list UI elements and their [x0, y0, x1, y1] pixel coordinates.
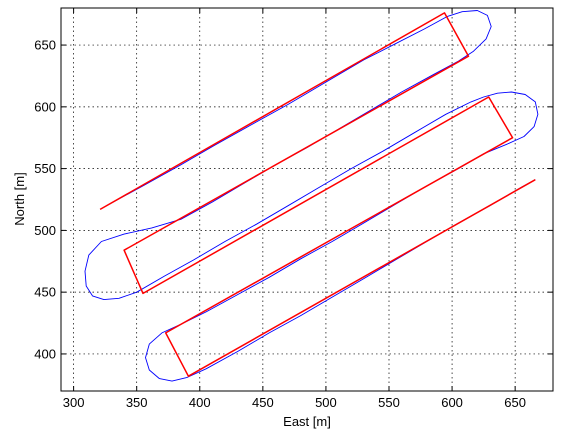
x-tick-label: 300: [63, 395, 85, 410]
x-tick-label: 650: [504, 395, 526, 410]
x-tick-label: 400: [189, 395, 211, 410]
plot-frame: [60, 7, 554, 392]
y-tick-label: 450: [34, 285, 56, 300]
x-tick-label: 350: [126, 395, 148, 410]
y-axis-label: North [m]: [12, 172, 27, 225]
x-axis-label: East [m]: [283, 414, 331, 429]
x-tick-label: 600: [441, 395, 463, 410]
blue-trajectory-line: [84, 10, 539, 382]
axis-ticks: 300 350 400 450 500 550 600 650 400 450 500 550 600 6…: [34, 8, 553, 410]
y-tick-label: 600: [34, 99, 56, 114]
x-tick-label: 500: [315, 395, 337, 410]
x-tick-label: 550: [378, 395, 400, 410]
y-tick-label: 400: [34, 346, 56, 361]
data-series: [84, 10, 539, 382]
y-tick-label: 550: [34, 161, 56, 176]
y-tick-label: 650: [34, 38, 56, 53]
y-tick-label: 500: [34, 223, 56, 238]
x-tick-label: 450: [252, 395, 274, 410]
red-path-line: [99, 12, 536, 377]
